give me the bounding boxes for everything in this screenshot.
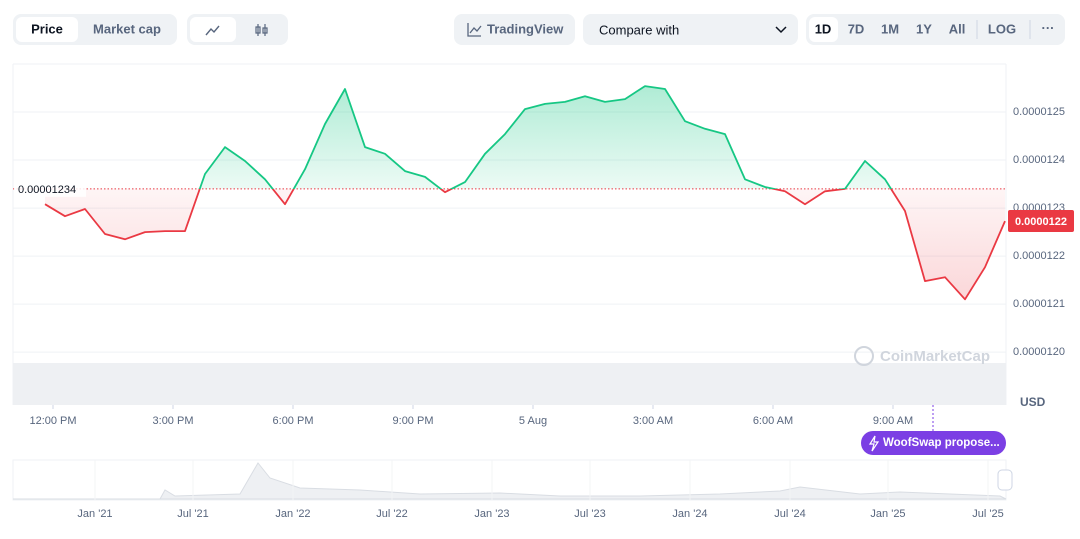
- navigator-label: Jul '23: [574, 508, 605, 520]
- navigator-label: Jul '24: [774, 508, 805, 520]
- x-tick-label: 6:00 PM: [273, 415, 314, 427]
- y-tick-label: 0.0000121: [1013, 298, 1065, 310]
- more-button[interactable]: ···: [1042, 20, 1055, 35]
- navigator-label: Jan '21: [77, 508, 112, 520]
- range-button[interactable]: 1M: [881, 21, 899, 36]
- range-button[interactable]: 1D: [815, 21, 832, 36]
- navigator-label: Jan '24: [672, 508, 707, 520]
- baseline-label-bg: [14, 180, 86, 197]
- x-tick-label: 3:00 AM: [633, 415, 673, 427]
- baseline-label: 0.00001234: [18, 184, 76, 196]
- x-tick-label: 9:00 PM: [393, 415, 434, 427]
- x-tick-label: 6:00 AM: [753, 415, 793, 427]
- event-icon: [868, 435, 880, 452]
- y-tick-label: 0.0000124: [1013, 154, 1065, 166]
- tv-icon: [467, 23, 482, 37]
- chart-type-line[interactable]: [190, 17, 236, 42]
- range-button[interactable]: 7D: [848, 21, 865, 36]
- navigator-label: Jul '22: [376, 508, 407, 520]
- candle-icon: [255, 24, 268, 36]
- price-line: [44, 85, 1006, 301]
- event-bubble[interactable]: [861, 431, 1006, 455]
- navigator-label: Jan '25: [870, 508, 905, 520]
- x-tick-label: 3:00 PM: [153, 415, 194, 427]
- line-icon: [205, 25, 220, 36]
- navigator-label: Jan '22: [275, 508, 310, 520]
- compare-select[interactable]: [583, 14, 798, 45]
- y-tick-label: 0.0000122: [1013, 250, 1065, 262]
- range-button[interactable]: All: [949, 21, 966, 36]
- price-area: [45, 86, 1005, 300]
- tradingview-label: TradingView: [487, 21, 564, 36]
- watermark-logo: [854, 346, 874, 366]
- watermark: CoinMarketCap: [880, 348, 990, 365]
- y-tick-label: 0.0000120: [1013, 346, 1065, 358]
- tab[interactable]: Price: [31, 21, 63, 36]
- navigator-label: Jan '23: [474, 508, 509, 520]
- last-price-label: 0.0000122: [1015, 216, 1067, 228]
- log-button[interactable]: LOG: [988, 21, 1016, 36]
- event-label: WoofSwap propose...: [883, 437, 1000, 449]
- y-tick-label: 0.0000125: [1013, 106, 1065, 118]
- x-tick-label: 9:00 AM: [873, 415, 913, 427]
- x-tick-label: 5 Aug: [519, 415, 547, 427]
- chevron: [775, 26, 787, 34]
- range-button[interactable]: 1Y: [916, 21, 932, 36]
- volume-bars: [13, 363, 1006, 405]
- y-unit: USD: [1020, 395, 1046, 409]
- navigator-label: Jul '21: [177, 508, 208, 520]
- tradingview-button[interactable]: [454, 14, 575, 45]
- navigator-area: [13, 462, 1007, 500]
- range-active: [809, 17, 838, 42]
- navigator-label: Jul '25: [972, 508, 1003, 520]
- last-price-bg: [1008, 210, 1074, 233]
- compare-label: Compare with: [599, 22, 679, 37]
- range-group: [806, 14, 1065, 45]
- navigator-handle[interactable]: [997, 469, 1013, 491]
- tab[interactable]: Market cap: [93, 21, 161, 36]
- x-tick-label: 12:00 PM: [29, 415, 76, 427]
- tab-active: [16, 17, 78, 42]
